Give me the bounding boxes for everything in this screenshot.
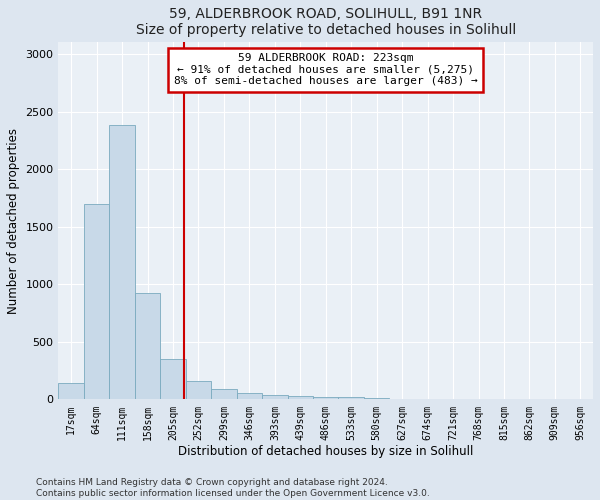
Bar <box>211 389 236 400</box>
Bar <box>135 294 160 400</box>
X-axis label: Distribution of detached houses by size in Solihull: Distribution of detached houses by size … <box>178 445 473 458</box>
Bar <box>313 397 338 400</box>
Text: 59 ALDERBROOK ROAD: 223sqm
← 91% of detached houses are smaller (5,275)
8% of se: 59 ALDERBROOK ROAD: 223sqm ← 91% of deta… <box>174 53 478 86</box>
Text: Contains HM Land Registry data © Crown copyright and database right 2024.
Contai: Contains HM Land Registry data © Crown c… <box>36 478 430 498</box>
Bar <box>364 398 389 400</box>
Bar <box>84 204 109 400</box>
Bar <box>389 399 415 400</box>
Bar <box>236 393 262 400</box>
Y-axis label: Number of detached properties: Number of detached properties <box>7 128 20 314</box>
Bar <box>338 398 364 400</box>
Title: 59, ALDERBROOK ROAD, SOLIHULL, B91 1NR
Size of property relative to detached hou: 59, ALDERBROOK ROAD, SOLIHULL, B91 1NR S… <box>136 7 516 37</box>
Bar <box>287 396 313 400</box>
Bar <box>160 359 186 400</box>
Bar <box>262 395 287 400</box>
Bar <box>109 126 135 400</box>
Bar <box>58 384 84 400</box>
Bar <box>186 381 211 400</box>
